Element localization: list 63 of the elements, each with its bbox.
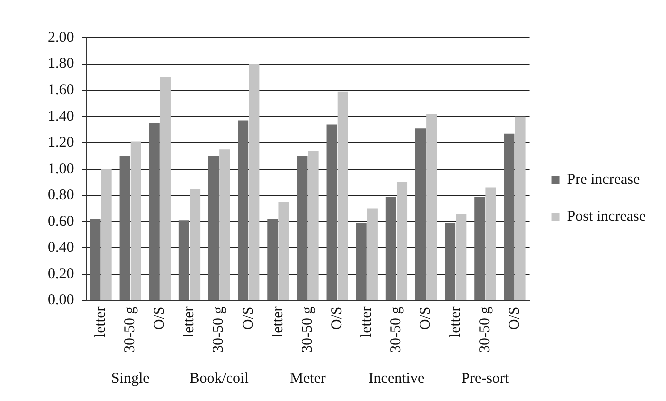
- text: Meter: [290, 370, 326, 387]
- y-tick-label: 0.80: [48, 188, 74, 204]
- bar: [356, 223, 367, 300]
- y-tick-label: 1.40: [48, 108, 74, 125]
- legend-label: Pre increase: [567, 172, 640, 188]
- x-tick-label: letter: [359, 306, 376, 338]
- bar: [504, 134, 515, 300]
- y-tick-label: 0.40: [48, 240, 74, 256]
- x-tick-label: 30-50 g: [122, 306, 139, 354]
- bar: [238, 120, 249, 300]
- bar: [426, 114, 438, 300]
- x-tick-label: 30-50 g: [300, 306, 316, 354]
- bar: [474, 196, 486, 300]
- bar: [386, 196, 396, 300]
- y-tick-label: 1.20: [48, 135, 74, 152]
- bar: [220, 150, 230, 300]
- text: Book/coil: [190, 370, 249, 387]
- bar: [149, 123, 160, 300]
- x-tick-label: 30-50 g: [388, 306, 405, 354]
- bar: [367, 208, 378, 300]
- x-tick-label: letter: [92, 306, 109, 338]
- y-tick-label: 1.80: [48, 56, 74, 72]
- bar: [178, 220, 190, 300]
- x-tick-label: 30-50 g: [211, 306, 228, 354]
- x-tick-label: O/S: [152, 306, 168, 330]
- x-tick-label: O/S: [240, 306, 257, 330]
- x-tick-label: 30-50 g: [477, 306, 494, 354]
- bar: [445, 223, 456, 300]
- legend-label: Post increase: [567, 208, 646, 225]
- x-tick-label: O/S: [330, 306, 346, 330]
- y-tick-label: 1.00: [48, 161, 74, 178]
- bar: [326, 124, 338, 300]
- bar: [297, 156, 308, 300]
- bar: [120, 156, 130, 300]
- bar: [415, 128, 426, 300]
- bar: [338, 92, 348, 300]
- bar: [396, 182, 408, 300]
- text: Incentive: [368, 370, 425, 387]
- text: Single: [111, 370, 150, 387]
- y-tick-label: 1.60: [48, 82, 74, 98]
- x-tick-label: letter: [270, 306, 286, 338]
- bar: [101, 169, 112, 300]
- bar: [278, 202, 290, 300]
- y-tick-label: 2.00: [48, 30, 74, 46]
- x-tick-label: O/S: [418, 306, 434, 330]
- x-tick-label: letter: [448, 306, 464, 338]
- bar: [130, 142, 142, 300]
- y-tick-label: 0.00: [48, 292, 74, 309]
- bar: [90, 219, 101, 300]
- bar: [190, 189, 201, 300]
- bar: [268, 219, 278, 300]
- x-tick-label: letter: [182, 306, 198, 338]
- bar: [308, 150, 319, 300]
- x-tick-label: O/S: [506, 306, 523, 330]
- text: Pre-sort: [462, 370, 510, 387]
- y-tick-label: 0.20: [48, 266, 74, 282]
- bar: [249, 64, 260, 300]
- bar: [160, 77, 171, 300]
- bar: [208, 156, 220, 300]
- y-tick-label: 0.60: [48, 214, 74, 230]
- bar: [456, 214, 467, 300]
- bar: [486, 188, 496, 300]
- bar: [515, 116, 526, 300]
